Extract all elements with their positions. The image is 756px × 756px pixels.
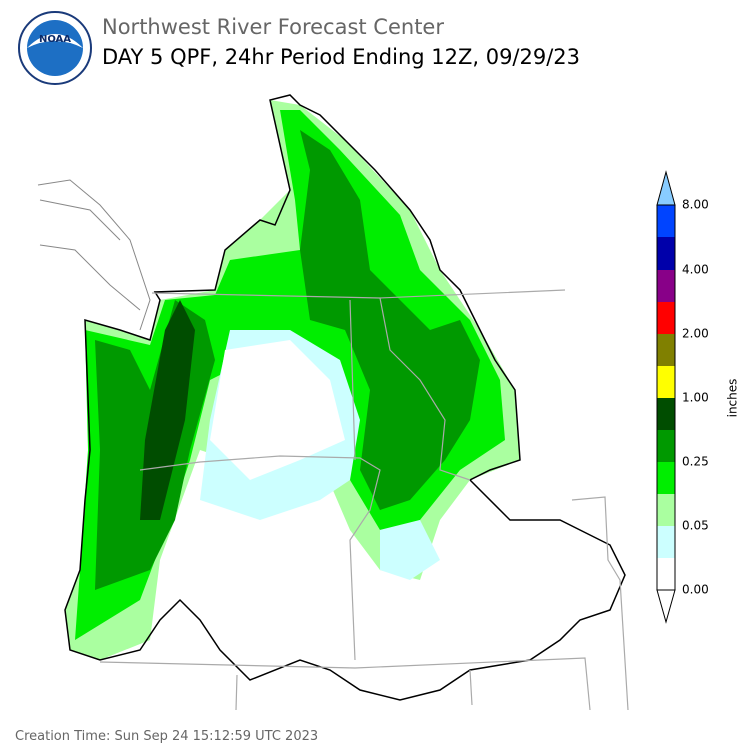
legend-unit: inches: [726, 379, 740, 418]
colorbar-labels: 0.00 0.05 0.25 1.00 2.00 4.00 8.00: [682, 198, 709, 597]
state-lines: [99, 289, 629, 711]
logo-text: NOAA: [39, 34, 71, 45]
creation-time: Creation Time: Sun Sep 24 15:12:59 UTC 2…: [15, 729, 318, 744]
legend-label: 2.00: [682, 327, 709, 341]
legend-label: 0.25: [682, 455, 709, 469]
legend-label: 8.00: [682, 198, 709, 212]
coastline: [37, 179, 151, 331]
basin: [64, 94, 626, 701]
noaa-logo: NOAA: [18, 11, 92, 85]
map-title: DAY 5 QPF, 24hr Period Ending 12Z, 09/29…: [102, 45, 580, 69]
legend-label: 0.00: [682, 583, 709, 597]
colorbar: [656, 170, 676, 624]
legend-label: 1.00: [682, 391, 709, 405]
legend-label: 0.05: [682, 519, 709, 533]
legend-label: 4.00: [682, 263, 709, 277]
agency-title: Northwest River Forecast Center: [102, 15, 444, 39]
